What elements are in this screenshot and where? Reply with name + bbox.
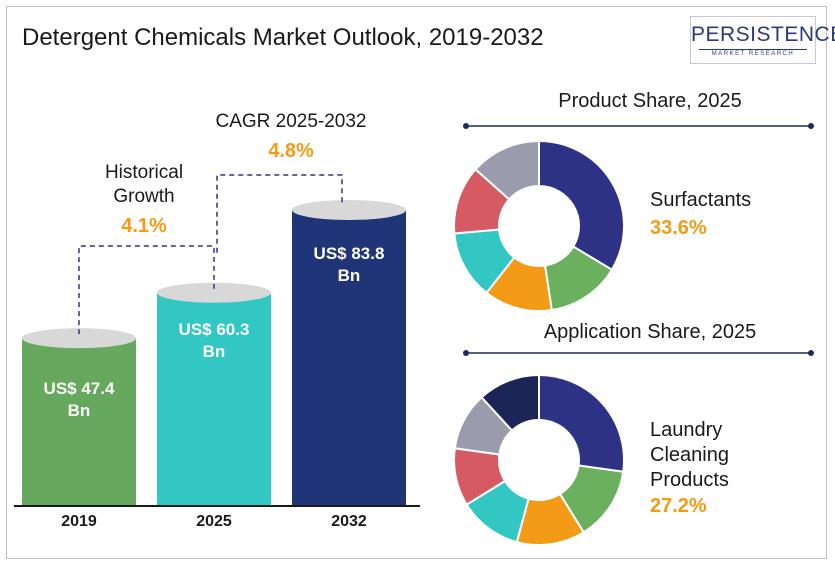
bar-2025 [157,292,271,505]
historical-label-line2: Growth [113,186,175,207]
product-share-donut-slice-1 [538,139,625,272]
bar-value-label-2019-line2: Bn [67,401,91,420]
historical-label-line1: Historical [104,162,184,183]
cagr-connector [216,174,343,253]
application-share-divider-start-dot [463,350,469,356]
cagr-label: CAGR 2025-2032 [215,111,367,132]
product-share-donut-slice-6 [474,139,540,201]
bar-2032 [292,210,406,505]
logo-tagline: MARKET RESEARCH [699,49,807,57]
application-share-title: Application Share, 2025 [543,321,757,343]
bar-top-2032 [292,200,406,220]
application-share-donut-slice-1 [538,373,625,473]
bar-2019 [22,338,136,505]
product-share-divider-start-dot [463,123,469,129]
logo-wordmark: PERSISTENCE [691,23,835,46]
cagr-value: 4.8% [268,140,314,162]
product-highlight-value: 33.6% [650,217,707,239]
bar-top-2019 [22,328,136,349]
product-share-title: Product Share, 2025 [558,90,742,112]
x-tick-2032: 2032 [331,513,367,530]
application-highlight-name-line1: Laundry [650,419,723,441]
brand-logo: PERSISTENCE MARKET RESEARCH [690,16,835,64]
bar-value-label-2019-line1: US$ 47.4 [43,379,115,398]
bar-value-label-2032-line2: Bn [337,266,361,285]
application-share-donut-slice-7 [480,373,540,432]
product-highlight-name: Surfactants [650,189,752,211]
x-tick-2025: 2025 [196,513,232,530]
historical-growth-connector [78,245,215,335]
x-tick-2019: 2019 [61,513,97,530]
application-highlight-value: 27.2% [650,495,707,517]
application-highlight-name-line3: Products [650,469,729,491]
bar-value-label-2025-line1: US$ 60.3 [178,320,250,339]
application-share-divider-end-dot [808,350,814,356]
page-title: Detergent Chemicals Market Outlook, 2019… [22,24,544,51]
product-share-divider-end-dot [808,123,814,129]
bar-top-2025 [157,282,271,303]
application-highlight-name-line2: Cleaning [650,444,729,466]
infographic-frame [6,6,827,559]
bar-value-label-2032-line1: US$ 83.8 [313,244,385,263]
bar-value-label-2025-line2: Bn [202,342,226,361]
historical-growth-value: 4.1% [121,215,167,237]
